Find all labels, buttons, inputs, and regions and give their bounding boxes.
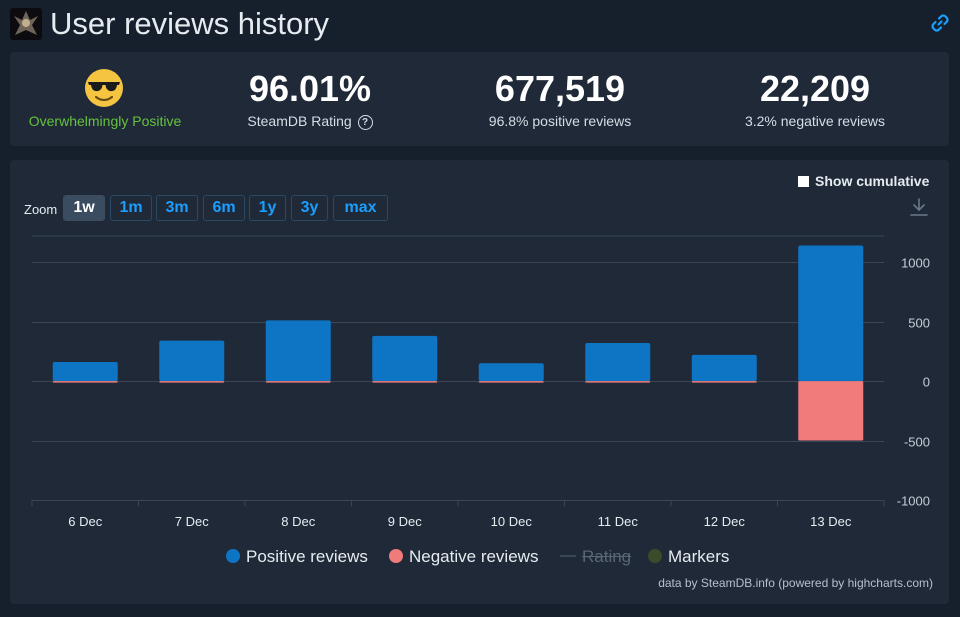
negative-bar [372, 381, 438, 383]
x-tick-label: 9 Dec [388, 514, 422, 529]
positive-count: 677,519 [494, 68, 626, 109]
summary-panel: Overwhelmingly Positive 96.01% SteamDB R… [10, 52, 949, 146]
chart-card: -1000 -500 0 500 1000 6 Dec 7 Dec 8 Dec 9 Dec 10 … [10, 160, 949, 604]
help-icon[interactable]: ? [357, 115, 373, 130]
x-tick-label: 11 Dec [598, 514, 639, 529]
chart-credits[interactable]: data by SteamDB.info (powered by highcha… [658, 576, 933, 590]
positive-bar [52, 362, 118, 382]
link-icon[interactable] [930, 13, 950, 33]
zoom-3y-button[interactable]: 3y [291, 195, 328, 221]
download-icon[interactable] [908, 196, 930, 218]
positive-bar [159, 340, 225, 382]
x-tick-label: 7 Dec [175, 514, 209, 529]
x-tick-label: 13 Dec [810, 514, 852, 529]
rating-label: SteamDB Rating [247, 113, 352, 129]
negative-bar [585, 381, 651, 383]
zoom-1y-button[interactable]: 1y [249, 195, 286, 221]
legend-positive[interactable]: Positive reviews [226, 547, 368, 567]
rating-label-row: SteamDB Rating ? [230, 113, 390, 130]
negative-block: 22,209 3.2% negative reviews [710, 52, 920, 146]
game-icon [10, 8, 42, 40]
negative-bar [265, 381, 331, 383]
rating-value: 96.01% [248, 68, 372, 109]
y-tick-label: 500 [908, 316, 930, 331]
zoom-label: Zoom [24, 202, 58, 217]
y-tick-label: 0 [923, 375, 930, 390]
negative-bar [159, 381, 225, 383]
negative-count: 22,209 [759, 68, 871, 109]
x-tick-label: 12 Dec [704, 514, 746, 529]
positive-label: 96.8% positive reviews [488, 113, 632, 129]
reviews-chart: -1000 -500 0 500 1000 6 Dec 7 Dec 8 Dec 9 Dec 10 … [31, 235, 930, 529]
markers-dot-icon [648, 549, 662, 563]
zoom-3m-button[interactable]: 3m [156, 195, 198, 221]
legend-rating-label: Rating [582, 547, 632, 566]
x-tick-label: 8 Dec [281, 514, 315, 529]
negative-bar [52, 381, 118, 383]
legend-negative-label: Negative reviews [409, 547, 539, 566]
zoom-max-button[interactable]: max [333, 195, 388, 221]
show-cumulative-label: Show cumulative [815, 173, 930, 189]
negative-bar [798, 381, 864, 441]
sunglasses-emoji-icon [84, 68, 124, 108]
legend-negative[interactable]: Negative reviews [389, 547, 538, 567]
legend-markers-label: Markers [668, 547, 730, 566]
zoom-1w-button[interactable]: 1w [63, 195, 105, 221]
page-title: User reviews history [50, 6, 330, 41]
negative-bar [691, 381, 757, 383]
legend-rating[interactable]: Rating [560, 547, 631, 567]
checkbox-box[interactable] [798, 176, 809, 187]
positive-bar [691, 354, 757, 382]
zoom-6m-button[interactable]: 6m [203, 195, 245, 221]
verdict-text: Overwhelmingly Positive [28, 113, 182, 129]
y-tick-label: 1000 [901, 256, 930, 271]
legend-markers[interactable]: Markers [648, 547, 729, 567]
positive-dot-icon [226, 549, 240, 563]
page-header: User reviews history [8, 5, 952, 43]
negative-bar [478, 381, 544, 383]
verdict-block: Overwhelmingly Positive [10, 52, 200, 146]
positive-block: 677,519 96.8% positive reviews [450, 52, 670, 146]
chart-legend: Positive reviews Negative reviews Rating… [10, 547, 949, 571]
positive-bar [372, 335, 438, 382]
negative-label: 3.2% negative reviews [744, 113, 886, 129]
rating-line-icon [560, 555, 576, 557]
positive-bar [478, 363, 544, 382]
x-tick-label: 6 Dec [68, 514, 102, 529]
show-cumulative-checkbox[interactable]: Show cumulative [798, 173, 929, 189]
zoom-1m-button[interactable]: 1m [110, 195, 152, 221]
positive-bar [585, 343, 651, 382]
negative-dot-icon [389, 549, 403, 563]
positive-bar [798, 245, 864, 382]
legend-positive-label: Positive reviews [246, 547, 368, 566]
rating-block: 96.01% SteamDB Rating ? [230, 52, 390, 146]
y-tick-label: -500 [904, 435, 930, 450]
x-tick-label: 10 Dec [491, 514, 533, 529]
positive-bar [265, 320, 331, 382]
y-tick-label: -1000 [897, 494, 930, 509]
